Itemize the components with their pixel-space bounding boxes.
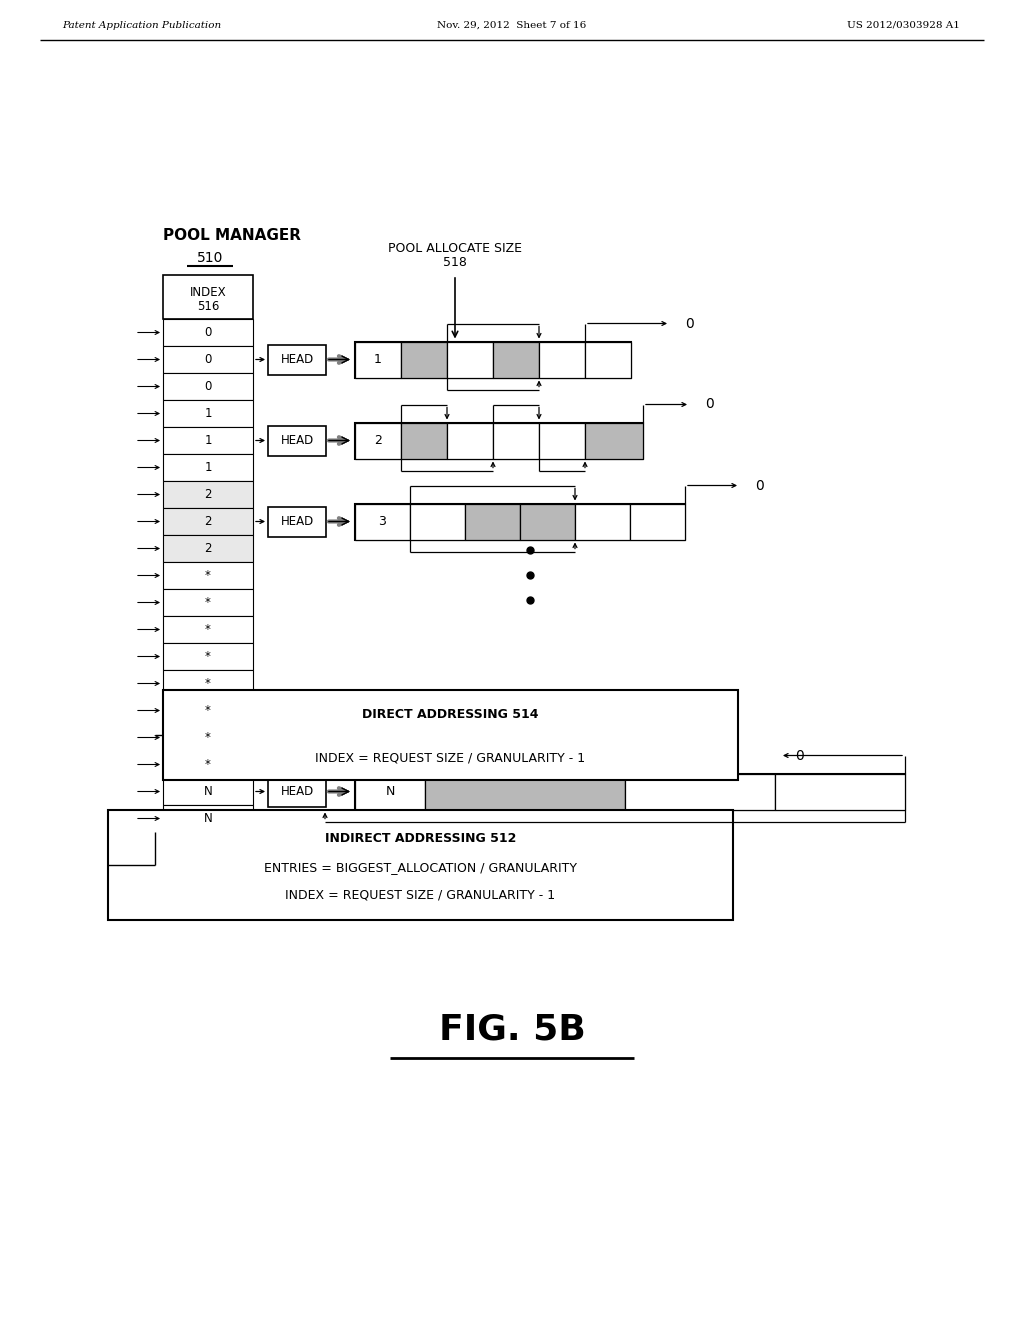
Text: 0: 0 [685,317,693,330]
Bar [355,342,401,378]
Bar [447,422,493,458]
Text: 1: 1 [374,352,382,366]
Bar [493,422,539,458]
Text: US 2012/0303928 A1: US 2012/0303928 A1 [847,21,961,29]
Text: N: N [204,785,212,799]
Bar [355,422,401,458]
Bar [163,426,253,454]
Text: 1: 1 [204,434,212,447]
Text: 3: 3 [379,515,386,528]
Bar [425,774,625,809]
Bar [575,503,630,540]
Bar [163,480,253,508]
Bar [630,503,685,540]
Text: FIG. 5B: FIG. 5B [438,1012,586,1047]
Bar [447,342,493,378]
Bar [268,345,326,375]
Bar [163,777,253,805]
Text: N: N [204,812,212,825]
Text: *: * [205,649,211,663]
Bar [775,774,905,809]
Text: 2: 2 [204,488,212,502]
Text: 516: 516 [197,300,219,313]
Text: POOL ALLOCATE SIZE: POOL ALLOCATE SIZE [388,242,522,255]
Text: Patent Application Publication: Patent Application Publication [62,21,221,29]
Bar [163,805,253,832]
Bar [585,342,631,378]
Text: 2: 2 [204,543,212,554]
Text: 0: 0 [205,380,212,393]
Text: 0: 0 [755,479,764,492]
Bar [268,425,326,455]
Text: *: * [205,597,211,609]
Text: INDEX = REQUEST SIZE / GRANULARITY - 1: INDEX = REQUEST SIZE / GRANULARITY - 1 [286,888,556,902]
Bar [539,342,585,378]
Bar [355,774,905,809]
Bar [163,723,253,751]
Text: *: * [205,677,211,690]
Bar [163,671,253,697]
Bar [163,535,253,562]
Text: 0: 0 [205,352,212,366]
Bar [163,616,253,643]
Bar [163,643,253,671]
Bar [163,400,253,426]
Text: POOL MANAGER: POOL MANAGER [163,227,301,243]
Bar [355,503,410,540]
Bar [163,374,253,400]
Text: INDEX = REQUEST SIZE / GRANULARITY - 1: INDEX = REQUEST SIZE / GRANULARITY - 1 [315,751,586,764]
Text: 518: 518 [443,256,467,269]
Text: 2: 2 [374,434,382,447]
Text: INDIRECT ADDRESSING 512: INDIRECT ADDRESSING 512 [325,832,516,845]
Bar [539,422,585,458]
Bar [163,690,738,780]
Bar [410,503,465,540]
Bar [163,319,253,346]
Bar [268,507,326,536]
Text: HEAD: HEAD [281,785,313,799]
Bar [163,275,253,319]
Text: *: * [205,758,211,771]
Bar [163,346,253,374]
Text: 0: 0 [795,748,804,763]
Text: DIRECT ADDRESSING 514: DIRECT ADDRESSING 514 [362,709,539,722]
Text: *: * [205,623,211,636]
Bar [520,503,575,540]
Bar [355,503,685,540]
Bar [163,589,253,616]
Bar [163,751,253,777]
Bar [355,422,643,458]
Bar [163,508,253,535]
Bar [355,342,631,378]
Text: Nov. 29, 2012  Sheet 7 of 16: Nov. 29, 2012 Sheet 7 of 16 [437,21,587,29]
Bar [401,342,447,378]
Bar [585,422,643,458]
Text: HEAD: HEAD [281,352,313,366]
Text: *: * [205,704,211,717]
Text: 2: 2 [204,515,212,528]
Bar [401,422,447,458]
Bar [355,774,425,809]
Text: ENTRIES = BIGGEST_ALLOCATION / GRANULARITY: ENTRIES = BIGGEST_ALLOCATION / GRANULARI… [264,862,577,874]
Text: *: * [205,731,211,744]
Text: 0: 0 [205,326,212,339]
Text: HEAD: HEAD [281,434,313,447]
Text: 1: 1 [204,407,212,420]
Bar [163,697,253,723]
Bar [493,342,539,378]
Bar [163,454,253,480]
Bar [108,810,733,920]
Bar [625,774,775,809]
Text: N: N [385,785,394,799]
Text: 510: 510 [197,251,223,265]
Text: 1: 1 [204,461,212,474]
Bar [465,503,520,540]
Text: 0: 0 [705,397,714,412]
Bar [163,562,253,589]
Text: INDEX: INDEX [189,285,226,298]
Text: HEAD: HEAD [281,515,313,528]
Bar [268,776,326,807]
Text: *: * [205,569,211,582]
